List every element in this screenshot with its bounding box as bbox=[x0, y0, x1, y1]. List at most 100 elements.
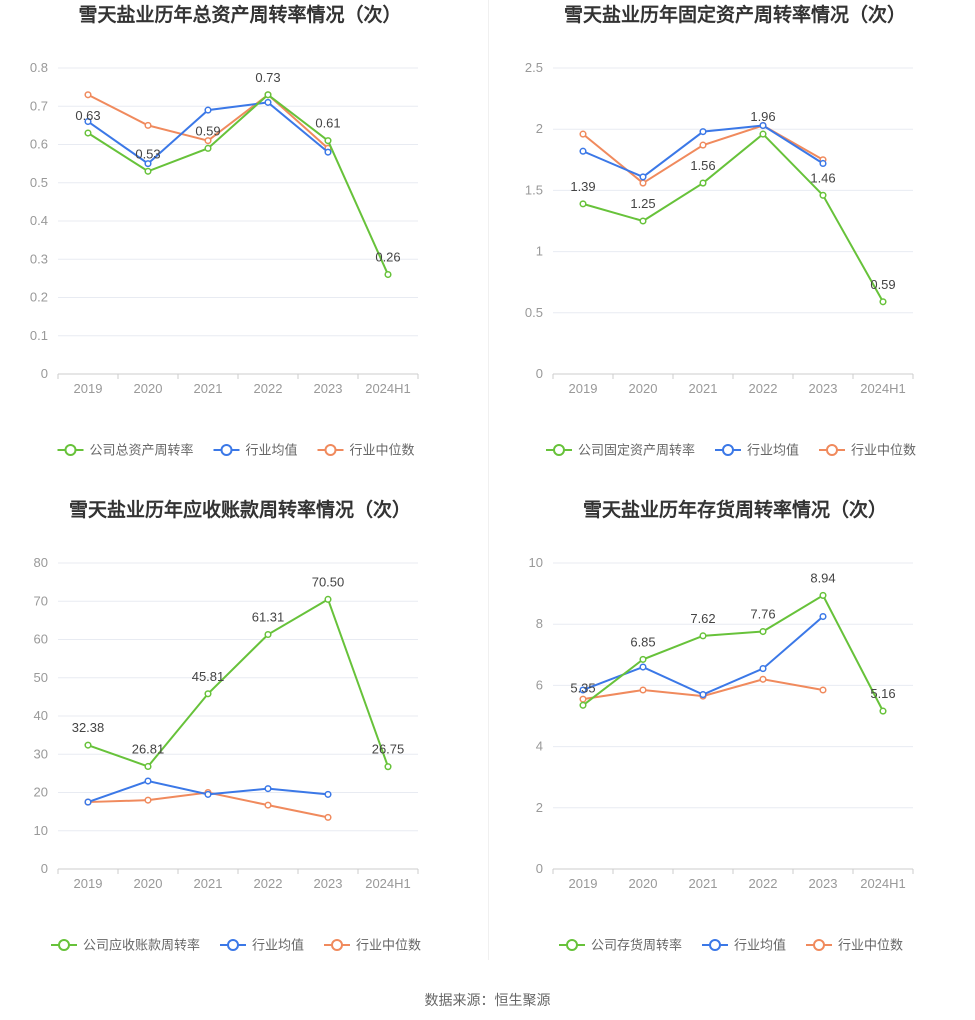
legend-item-industry-median: 行业中位数 bbox=[819, 443, 916, 458]
data-point-industry-avg bbox=[324, 148, 332, 156]
x-tick-label: 2023 bbox=[314, 381, 343, 396]
x-tick-label: 2022 bbox=[254, 381, 283, 396]
legend-label: 行业均值 bbox=[252, 938, 304, 953]
data-label: 1.56 bbox=[690, 158, 715, 173]
y-tick-label: 2 bbox=[536, 800, 543, 815]
x-tick-label: 2023 bbox=[809, 876, 838, 891]
data-point-industry-median bbox=[699, 141, 707, 149]
data-point-industry-median bbox=[579, 130, 587, 138]
data-point-company bbox=[819, 591, 827, 599]
x-tick-label: 2019 bbox=[569, 381, 598, 396]
data-point-industry-avg bbox=[144, 777, 152, 785]
data-point-company bbox=[639, 217, 647, 225]
data-point-industry-median bbox=[204, 137, 212, 145]
chart-title: 雪天盐业历年应收账款周转率情况（次） bbox=[69, 498, 411, 521]
chart-panel-fixed-asset-turnover: 雪天盐业历年固定资产周转率情况（次） 0 0.5 1 1.5 2 2.5 2019 2020 20… bbox=[495, 0, 975, 470]
data-point-company bbox=[819, 191, 827, 199]
data-point-industry-avg bbox=[579, 147, 587, 155]
y-tick-label: 80 bbox=[34, 555, 48, 570]
data-point-company bbox=[699, 632, 707, 640]
chart-title: 雪天盐业历年固定资产周转率情况（次） bbox=[564, 3, 906, 26]
legend-marker bbox=[826, 444, 838, 456]
series-company bbox=[84, 91, 392, 279]
line-chart-svg: 雪天盐业历年总资产周转率情况（次） 0 0.1 0.2 0.3 0.4 0.5 0.6 0.7 0… bbox=[30, 3, 419, 458]
data-label: 5.16 bbox=[870, 686, 895, 701]
data-point-industry-avg bbox=[144, 160, 152, 168]
data-label: 1.46 bbox=[810, 170, 835, 185]
chart-panel-inventory-turnover: 雪天盐业历年存货周转率情况（次） 0 2 4 6 8 10 2019 2020 2021 2022 2… bbox=[495, 495, 975, 965]
data-label: 45.81 bbox=[192, 669, 225, 684]
series-line-company bbox=[87, 597, 389, 768]
data-point-company bbox=[84, 741, 92, 749]
y-tick-label: 40 bbox=[34, 708, 48, 723]
legend-label: 行业中位数 bbox=[838, 938, 903, 953]
y-tick-label: 0.8 bbox=[30, 60, 48, 75]
series-industry-median bbox=[579, 121, 827, 187]
data-point-industry-avg bbox=[204, 790, 212, 798]
data-point-industry-avg bbox=[699, 691, 707, 699]
legend-marker bbox=[331, 939, 343, 951]
data-source-note: 数据来源：恒生聚源 bbox=[424, 992, 551, 1008]
legend-item-company: 公司总资产周转率 bbox=[57, 443, 194, 458]
y-tick-label: 6 bbox=[536, 677, 543, 692]
legend-marker bbox=[722, 444, 734, 456]
legend-item-industry-avg: 行业均值 bbox=[213, 443, 298, 458]
data-point-company bbox=[144, 762, 152, 771]
y-tick-label: 70 bbox=[34, 593, 48, 608]
y-tick-label: 30 bbox=[34, 746, 48, 761]
y-tick-label: 0.5 bbox=[30, 175, 48, 190]
data-label: 1.25 bbox=[630, 196, 655, 211]
series-industry-avg bbox=[84, 777, 332, 806]
data-point-industry-avg bbox=[84, 798, 92, 806]
data-label: 26.81 bbox=[132, 741, 165, 756]
data-point-company bbox=[84, 129, 92, 137]
data-point-company bbox=[699, 179, 707, 187]
x-tick-label: 2019 bbox=[74, 381, 103, 396]
legend-item-company: 公司存货周转率 bbox=[559, 938, 682, 953]
x-tick-label: 2020 bbox=[629, 876, 658, 891]
chart-panel-receivables-turnover: 雪天盐业历年应收账款周转率情况（次） 0 10 20 30 40 50 60 70 80 2019 2… bbox=[0, 495, 480, 965]
data-point-industry-median bbox=[324, 813, 332, 821]
data-label: 26.75 bbox=[372, 742, 405, 757]
data-label: 0.59 bbox=[195, 123, 220, 138]
data-point-industry-avg bbox=[759, 121, 767, 130]
data-label: 0.53 bbox=[135, 146, 160, 161]
data-point-industry-avg bbox=[639, 173, 647, 181]
legend-item-industry-median: 行业中位数 bbox=[324, 938, 421, 953]
y-tick-label: 0.4 bbox=[30, 213, 48, 228]
x-tick-label: 2021 bbox=[689, 381, 718, 396]
data-point-industry-avg bbox=[819, 159, 827, 168]
legend-label: 行业中位数 bbox=[356, 938, 421, 953]
data-label: 61.31 bbox=[252, 609, 285, 624]
data-point-industry-median bbox=[579, 695, 587, 703]
vertical-divider bbox=[488, 0, 489, 960]
data-point-company bbox=[204, 690, 212, 698]
y-tick-label: 60 bbox=[34, 632, 48, 647]
y-tick-label: 20 bbox=[34, 785, 48, 800]
legend-label: 公司总资产周转率 bbox=[90, 443, 194, 458]
legend-marker bbox=[64, 444, 77, 456]
legend-item-industry-median: 行业中位数 bbox=[806, 938, 903, 953]
y-tick-label: 8 bbox=[536, 616, 543, 631]
data-point-company bbox=[324, 595, 332, 603]
legend-marker bbox=[227, 939, 239, 951]
y-tick-label: 1 bbox=[536, 244, 543, 259]
legend-label: 行业均值 bbox=[246, 443, 298, 458]
data-point-company bbox=[639, 655, 647, 663]
series-industry-median bbox=[84, 91, 332, 152]
series-line-company bbox=[582, 132, 884, 303]
legend-label: 公司存货周转率 bbox=[591, 938, 682, 953]
data-point-company bbox=[579, 701, 587, 709]
legend-marker bbox=[553, 444, 565, 456]
legend-label: 行业均值 bbox=[747, 443, 799, 458]
series-industry-avg bbox=[84, 98, 332, 168]
series-company bbox=[579, 130, 887, 306]
chart-panel-total-asset-turnover: 雪天盐业历年总资产周转率情况（次） 0 0.1 0.2 0.3 0.4 0.5 0.6 0.7 0… bbox=[0, 0, 480, 470]
data-label: 1.39 bbox=[570, 179, 595, 194]
data-label: 32.38 bbox=[72, 720, 105, 735]
y-tick-label: 0.1 bbox=[30, 328, 48, 343]
data-point-industry-median bbox=[144, 796, 152, 804]
data-point-industry-avg bbox=[84, 118, 92, 126]
y-tick-label: 0 bbox=[536, 861, 543, 876]
data-point-industry-median bbox=[639, 686, 647, 694]
